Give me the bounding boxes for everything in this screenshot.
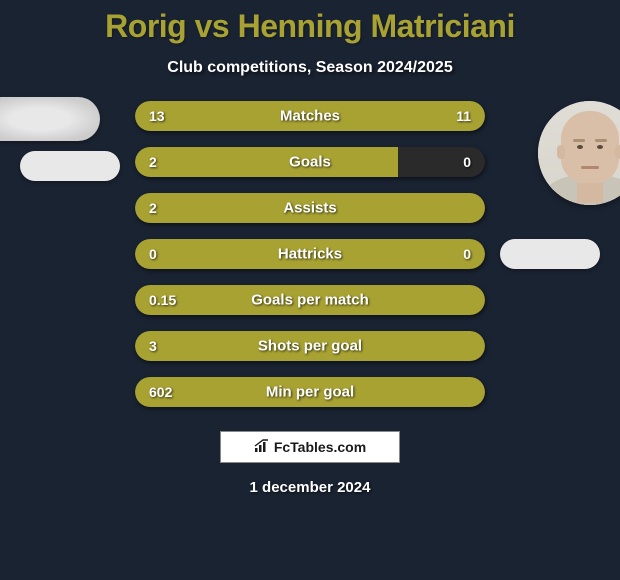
stat-value-left: 0 xyxy=(149,246,157,262)
stat-value-left: 2 xyxy=(149,154,157,170)
player-left-avatar-placeholder xyxy=(0,97,100,141)
stat-value-left: 602 xyxy=(149,384,172,400)
page-title: Rorig vs Henning Matriciani xyxy=(105,8,515,45)
stat-label: Shots per goal xyxy=(258,338,362,355)
brand-label: FcTables.com xyxy=(274,439,366,455)
stat-label: Goals xyxy=(289,154,331,171)
stat-row: 0.15 Goals per match xyxy=(135,285,485,315)
stat-value-left: 13 xyxy=(149,108,165,124)
stat-row: 602 Min per goal xyxy=(135,377,485,407)
stat-value-left: 2 xyxy=(149,200,157,216)
brand-logo: FcTables.com xyxy=(220,431,400,463)
comparison-card: Rorig vs Henning Matriciani Club competi… xyxy=(0,0,620,580)
stat-value-right: 0 xyxy=(463,246,471,262)
stat-value-left: 3 xyxy=(149,338,157,354)
stat-row: 13 Matches 11 xyxy=(135,101,485,131)
stat-row: 3 Shots per goal xyxy=(135,331,485,361)
stat-label: Assists xyxy=(283,200,336,217)
player-left-club-pill xyxy=(20,151,120,181)
stat-value-right: 11 xyxy=(456,108,471,124)
subtitle: Club competitions, Season 2024/2025 xyxy=(167,59,452,77)
stat-value-left: 0.15 xyxy=(149,292,176,308)
stat-label: Min per goal xyxy=(266,384,354,401)
player-right-club-pill xyxy=(500,239,600,269)
stat-label: Goals per match xyxy=(251,292,369,309)
date-label: 1 december 2024 xyxy=(250,479,371,496)
stats-area: 13 Matches 11 2 Goals 0 2 Assists 0 Hattricks 0 0.1… xyxy=(0,101,620,407)
stat-label: Hattricks xyxy=(278,246,342,263)
stat-fill-left xyxy=(135,147,398,177)
player-right-avatar xyxy=(538,101,620,205)
chart-icon xyxy=(254,439,270,456)
stat-value-right: 0 xyxy=(463,154,471,170)
stat-row: 0 Hattricks 0 xyxy=(135,239,485,269)
stat-row: 2 Assists xyxy=(135,193,485,223)
stat-row: 2 Goals 0 xyxy=(135,147,485,177)
stat-label: Matches xyxy=(280,108,340,125)
